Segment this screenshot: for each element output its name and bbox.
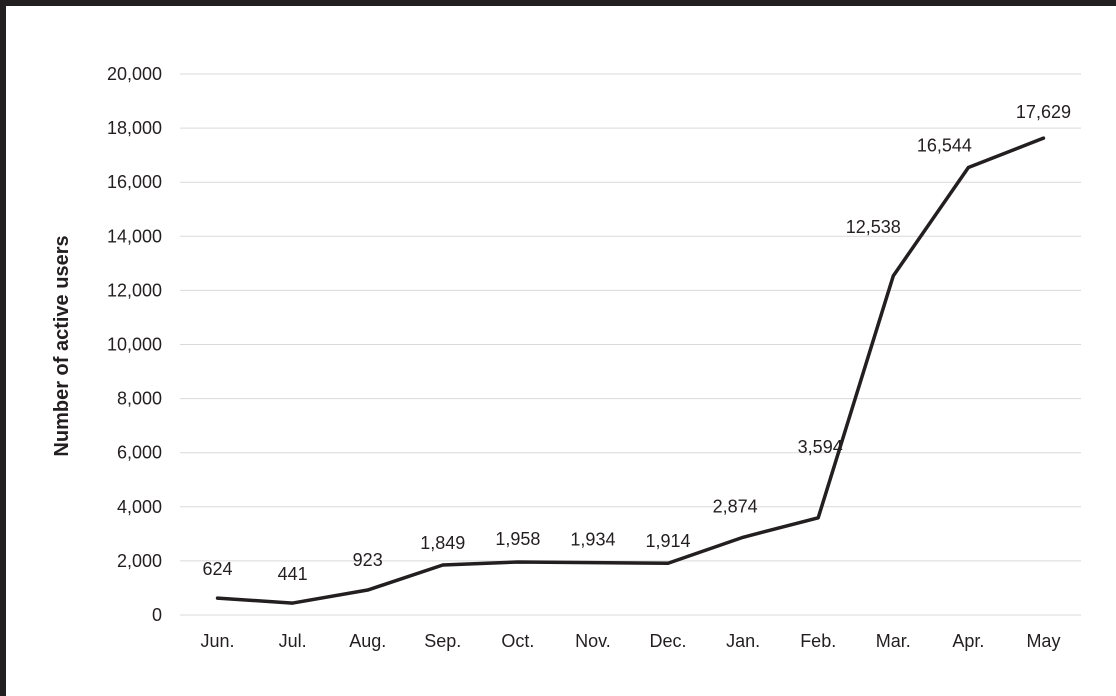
y-tick-label: 6,000 (117, 443, 162, 463)
data-point (966, 165, 970, 169)
data-point (591, 561, 595, 565)
y-tick-label: 14,000 (107, 226, 162, 246)
data-label: 16,544 (917, 135, 972, 155)
y-tick-label: 8,000 (117, 389, 162, 409)
y-tick-label: 10,000 (107, 335, 162, 355)
x-tick-label: Feb. (800, 631, 836, 651)
x-tick-label: Aug. (349, 631, 386, 651)
x-tick-label: Jan. (726, 631, 760, 651)
y-axis-title: Number of active users (51, 235, 73, 456)
data-label: 1,934 (570, 530, 615, 550)
x-tick-label: Oct. (501, 631, 534, 651)
data-point (1041, 136, 1045, 140)
series (215, 136, 1046, 605)
data-point (516, 560, 520, 564)
x-tick-label: May (1026, 631, 1060, 651)
y-tick-label: 12,000 (107, 280, 162, 300)
x-tick-label: Mar. (876, 631, 911, 651)
gridlines (180, 73, 1081, 616)
y-tick-label: 0 (152, 605, 162, 625)
data-label: 923 (353, 550, 383, 570)
y-tick-label: 20,000 (107, 64, 162, 84)
data-point (216, 596, 220, 600)
series-line (215, 136, 1046, 605)
x-tick-label: Nov. (575, 631, 611, 651)
data-label: 1,958 (495, 529, 540, 549)
data-point (441, 563, 445, 567)
data-point (666, 561, 670, 565)
x-axis: Jun. Jul. Aug. Sep. Oct. Nov. Dec. Jan. Feb. Mar.… (201, 631, 1061, 651)
y-tick-label: 16,000 (107, 172, 162, 192)
data-label: 624 (203, 559, 233, 579)
data-label: 1,914 (646, 531, 691, 551)
x-tick-label: Dec. (650, 631, 687, 651)
data-labels: 624 441 923 1,849 1,958 1,934 1,914 2,874 3,594 1… (203, 102, 1071, 584)
data-label: 2,874 (713, 496, 758, 516)
data-label: 1,849 (420, 533, 465, 553)
data-label: 17,629 (1016, 102, 1071, 122)
x-tick-label: Apr. (952, 631, 984, 651)
data-label: 441 (278, 564, 308, 584)
data-point (291, 601, 295, 605)
data-label: 3,594 (798, 437, 843, 457)
data-point (366, 588, 370, 592)
data-point (891, 274, 895, 278)
x-tick-label: Jun. (201, 631, 235, 651)
data-point (816, 516, 820, 520)
data-label: 12,538 (846, 217, 901, 237)
y-axis: 0 2,000 4,000 6,000 8,000 10,000 12,000 14,000 1… (107, 64, 162, 625)
y-tick-label: 2,000 (117, 551, 162, 571)
x-tick-label: Sep. (424, 631, 461, 651)
y-tick-label: 18,000 (107, 118, 162, 138)
data-point (741, 535, 745, 539)
y-tick-label: 4,000 (117, 497, 162, 517)
x-tick-label: Jul. (279, 631, 307, 651)
